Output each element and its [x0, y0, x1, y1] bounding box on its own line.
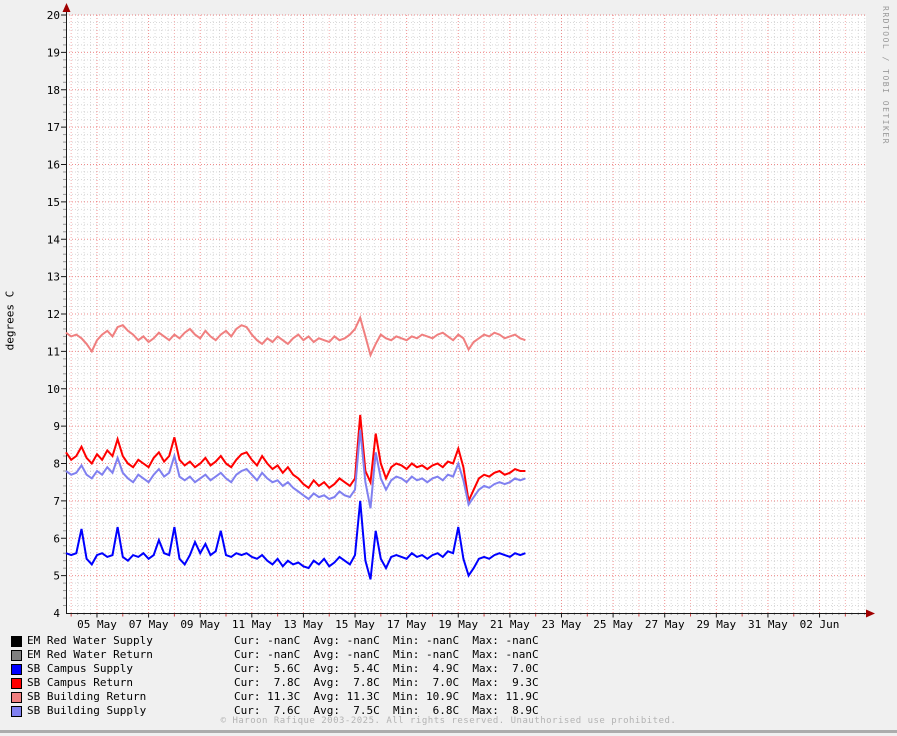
legend-stats: Cur: 5.6C Avg: 5.4C Min: 4.9C Max: 7.0C [234, 662, 539, 675]
x-tick-label: 31 May [748, 618, 788, 631]
legend-swatch [11, 691, 22, 703]
legend-stats: Cur: 11.3C Avg: 11.3C Min: 10.9C Max: 11… [234, 690, 539, 703]
x-tick-label: 23 May [542, 618, 582, 631]
y-tick-label: 6 [53, 532, 60, 545]
legend-swatch [11, 635, 22, 647]
y-tick-label: 9 [53, 420, 60, 433]
series-line-sb-campus-supply [65, 500, 526, 580]
legend-swatch [11, 649, 22, 661]
legend-row: EM Red Water Supply Cur: -nanC Avg: -nanC… [11, 634, 539, 648]
legend: EM Red Water Supply Cur: -nanC Avg: -nanC… [11, 634, 539, 718]
legend-stats: Cur: -nanC Avg: -nanC Min: -nanC Max: -n… [234, 648, 539, 661]
x-tick-label: 02 Jun [800, 618, 840, 631]
legend-stats: Cur: 7.6C Avg: 7.5C Min: 6.8C Max: 8.9C [234, 704, 539, 717]
y-tick-label: 13 [47, 271, 60, 284]
legend-label: SB Building Supply [27, 704, 147, 717]
legend-stats: Cur: 7.8C Avg: 7.8C Min: 7.0C Max: 9.3C [234, 676, 539, 689]
legend-row: EM Red Water Return Cur: -nanC Avg: -nanC… [11, 648, 539, 662]
chart-canvas: 4 5 6 7 8 9 10 11 12 13 14 15 16 17 18 19 20 05 May 07 May… [47, 3, 875, 631]
copyright-text: © Haroon Rafique 2003-2025. All rights r… [220, 716, 677, 726]
y-axis-arrow [62, 3, 71, 12]
y-tick-label: 16 [47, 159, 60, 172]
x-tick-label: 05 May [77, 618, 117, 631]
legend-label: SB Campus Supply [27, 662, 133, 675]
legend-swatch [11, 705, 22, 717]
y-tick-label: 19 [47, 46, 60, 59]
legend-row: SB Campus Supply Cur: 5.6C Avg: 5.4C Min:… [11, 662, 539, 676]
legend-row: SB Building Return Cur: 11.3C Avg: 11.3C … [11, 690, 539, 704]
x-tick-label: 09 May [180, 618, 220, 631]
y-tick-label: 15 [47, 196, 60, 209]
y-tick-label: 11 [47, 345, 60, 358]
y-tick-label: 18 [47, 84, 60, 97]
legend-label: EM Red Water Supply [27, 634, 153, 647]
series-line-sb-building-supply [65, 429, 526, 509]
series-line-sb-campus-return [65, 414, 526, 505]
series-line-sb-building-return [65, 314, 526, 359]
legend-row: SB Campus Return Cur: 7.8C Avg: 7.8C Min:… [11, 676, 539, 690]
rrdtool-watermark: RRDTOOL / TOBI OETIKER [881, 6, 890, 145]
legend-label: SB Campus Return [27, 676, 133, 689]
y-tick-label: 5 [53, 570, 60, 583]
x-tick-label: 07 May [129, 618, 169, 631]
x-tick-label: 13 May [284, 618, 324, 631]
legend-label: EM Red Water Return [27, 648, 153, 661]
x-tick-label: 21 May [490, 618, 530, 631]
legend-stats: Cur: -nanC Avg: -nanC Min: -nanC Max: -n… [234, 634, 539, 647]
x-tick-label: 27 May [645, 618, 685, 631]
legend-swatch [11, 663, 22, 675]
x-tick-label: 11 May [232, 618, 272, 631]
x-axis-arrow [866, 609, 875, 618]
legend-swatch [11, 677, 22, 689]
x-tick-label: 25 May [593, 618, 633, 631]
window-bottom-edge [0, 730, 897, 733]
y-tick-label: 10 [47, 383, 60, 396]
x-tick-label: 17 May [387, 618, 427, 631]
legend-row: SB Building Supply Cur: 7.6C Avg: 7.5C Mi… [11, 704, 539, 718]
x-tick-label: 15 May [335, 618, 375, 631]
y-tick-label: 12 [47, 308, 60, 321]
x-tick-label: 19 May [438, 618, 478, 631]
y-tick-label: 14 [47, 233, 61, 246]
y-tick-label: 20 [47, 9, 60, 22]
y-axis-title: degrees C [3, 290, 17, 351]
y-tick-label: 7 [53, 495, 60, 508]
plot-area [66, 15, 866, 613]
x-tick-label: 29 May [696, 618, 736, 631]
y-tick-label: 17 [47, 121, 60, 134]
legend-label: SB Building Return [27, 690, 147, 703]
y-tick-label: 4 [53, 607, 60, 620]
y-tick-label: 8 [53, 458, 60, 471]
